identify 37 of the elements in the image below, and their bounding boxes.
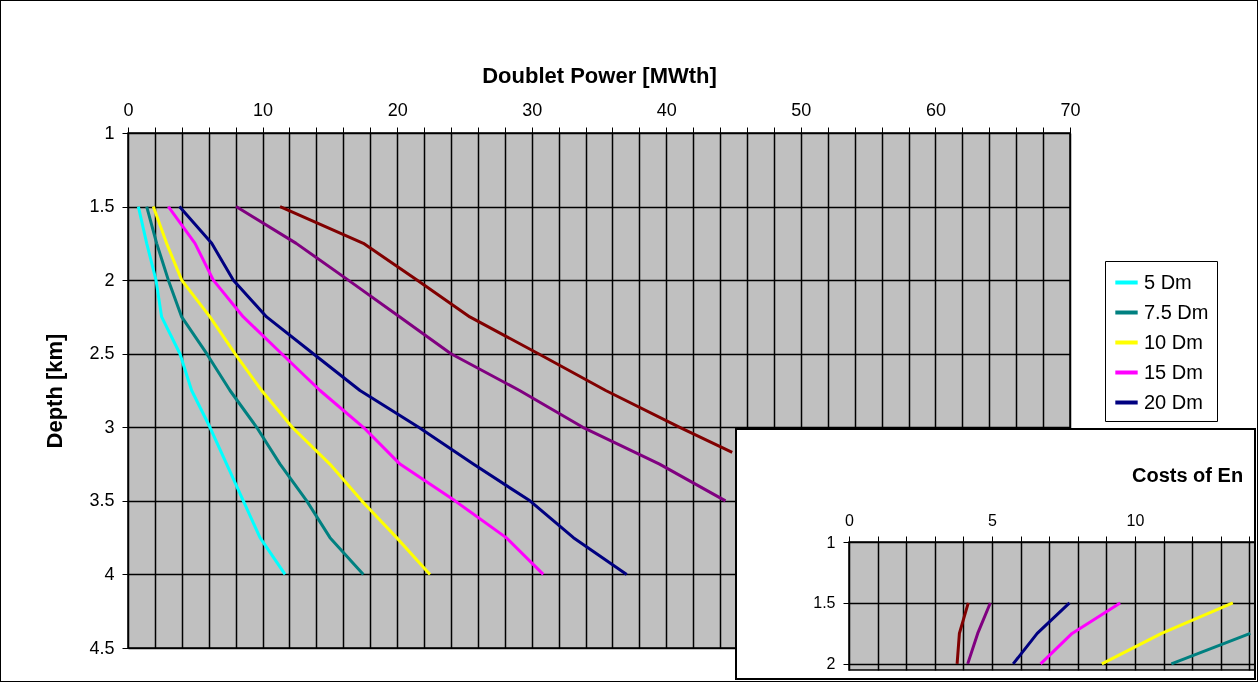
x-tick-label: 50 — [791, 99, 812, 120]
legend-label: 20 Dm — [1144, 390, 1203, 413]
y-tick-label: 4 — [104, 563, 115, 584]
line-series — [234, 205, 727, 503]
x-tick-label: 20 — [387, 99, 408, 120]
line-series — [151, 205, 432, 576]
legend-label: 15 Dm — [1144, 360, 1203, 383]
x-tick-label: 10 — [253, 99, 274, 120]
y-axis-title: Depth [km] — [42, 333, 68, 449]
legend-label: 10 Dm — [1144, 330, 1203, 353]
line-series — [136, 205, 287, 576]
y-tick-label: 1 — [826, 533, 836, 551]
x-axis-title: Doublet Power [MWth] — [482, 62, 717, 88]
line-series — [166, 205, 545, 576]
y-tick-label: 2 — [826, 655, 836, 673]
line-series — [145, 205, 365, 576]
x-tick-label: 60 — [925, 99, 946, 120]
y-tick-label: 1 — [104, 122, 115, 143]
x-tick-label: 70 — [1060, 99, 1081, 120]
legend-label: 7.5 Dm — [1144, 300, 1209, 323]
x-tick-label: 10 — [1126, 511, 1145, 529]
x-tick-label: 30 — [522, 99, 543, 120]
x-tick-label: 40 — [656, 99, 677, 120]
x-tick-label: 0 — [123, 99, 134, 120]
y-tick-label: 1.5 — [813, 594, 836, 612]
line-series — [177, 205, 629, 576]
y-tick-label: 1.5 — [89, 196, 115, 217]
legend-label: 5 Dm — [1144, 270, 1192, 293]
y-tick-label: 3 — [104, 416, 115, 437]
x-tick-label: 5 — [988, 511, 998, 529]
chart-title: Costs of En — [1132, 464, 1244, 486]
line-series — [278, 205, 734, 454]
y-tick-label: 3.5 — [89, 490, 115, 511]
y-tick-label: 4.5 — [89, 637, 115, 658]
y-tick-label: 2.5 — [89, 343, 115, 364]
y-tick-label: 2 — [104, 269, 115, 290]
x-tick-label: 0 — [845, 511, 855, 529]
